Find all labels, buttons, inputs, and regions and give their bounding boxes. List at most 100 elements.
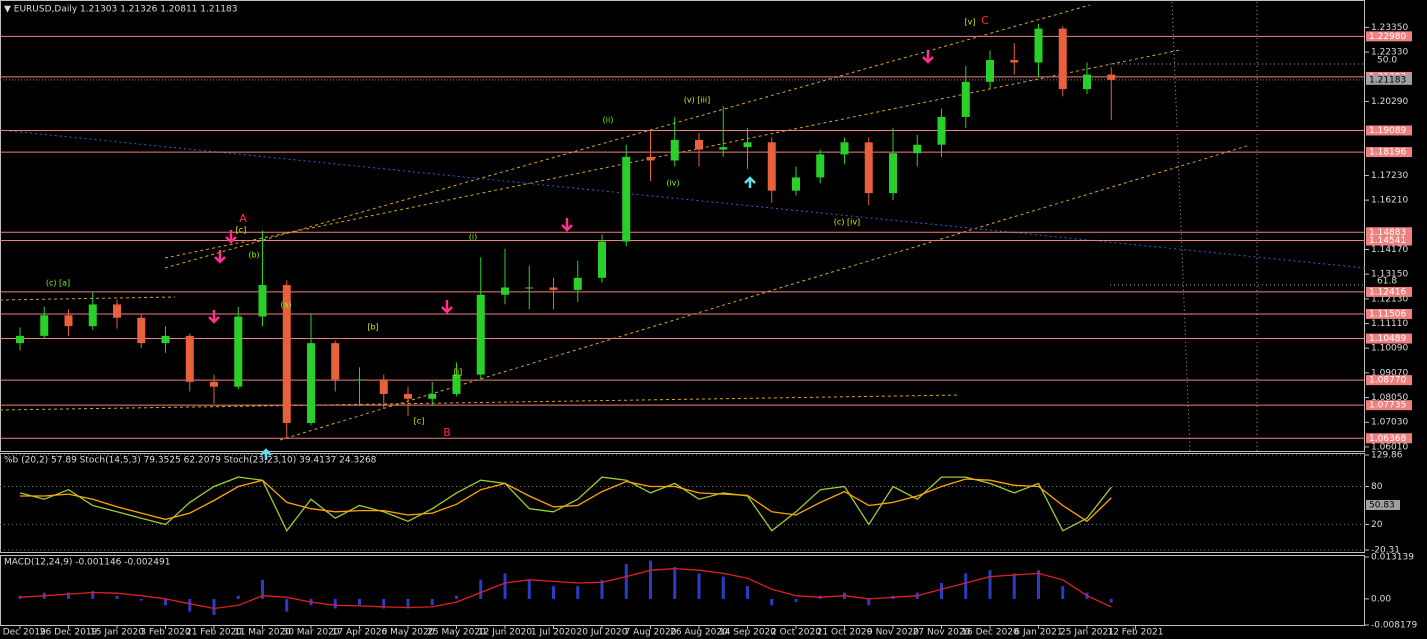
- signal-arrow: [260, 448, 272, 460]
- level-label: 1.19089: [1369, 126, 1406, 136]
- x-tick-label: 25 Jan 2021: [1060, 628, 1114, 638]
- signal-arrow: [225, 230, 237, 244]
- wave-label: (iv): [666, 179, 679, 188]
- candle-body: [889, 153, 897, 194]
- candle-body: [258, 285, 267, 317]
- level-label: 1.18196: [1369, 148, 1406, 158]
- y-tick-label: 1.10090: [1371, 344, 1408, 354]
- macd-bar: [552, 586, 555, 599]
- level-label: 1.12416: [1369, 287, 1406, 297]
- level-label: 1.14541: [1369, 236, 1406, 246]
- candle-body: [137, 317, 146, 344]
- macd-bar: [964, 573, 968, 599]
- y-tick-label: 1.20290: [1371, 97, 1408, 107]
- y-tick-label: 0.013139: [1371, 553, 1414, 563]
- stoch-title: %b (20,2) 57.89 Stoch(14,5,3) 79.3525 62…: [4, 456, 377, 466]
- candle-body: [307, 343, 315, 423]
- macd-bar: [455, 595, 458, 599]
- chart-title: ▼ EURUSD,Daily 1.21303 1.21326 1.20811 1…: [4, 5, 238, 15]
- y-tick-label: 80: [1371, 482, 1383, 492]
- candle-body: [937, 116, 946, 145]
- candle-body: [379, 379, 388, 394]
- level-box: [1366, 375, 1412, 386]
- level-label: 1.10489: [1369, 334, 1406, 344]
- candle-body: [64, 315, 73, 327]
- macd-signal: [19, 567, 1112, 610]
- x-tick-label: 2 Oct 2020: [771, 628, 821, 638]
- macd-panel-frame: [0, 555, 1365, 626]
- candle-body: [598, 241, 606, 278]
- wave-label: B: [443, 426, 451, 439]
- y-tick-label: 1.14170: [1371, 245, 1408, 255]
- wave-label: [c]: [236, 226, 247, 235]
- candle-body: [1010, 60, 1019, 63]
- level-label: 1.22980: [1369, 32, 1406, 42]
- macd-bar: [333, 598, 337, 609]
- macd-bar: [261, 579, 264, 599]
- fib-label: 50.0: [1377, 56, 1397, 66]
- level-box: [1366, 147, 1412, 158]
- macd-bar: [600, 579, 604, 599]
- x-tick-label: 11 Mar 2020: [234, 628, 291, 638]
- x-tick-label: 20 Jul 2020: [577, 628, 628, 638]
- candle-body: [282, 285, 291, 423]
- wave-label: (c) [a]: [46, 279, 70, 288]
- macd-bar: [576, 586, 580, 599]
- macd-bar: [285, 598, 289, 612]
- macd-bar: [794, 598, 798, 603]
- x-tick-label: 27 Nov 2020: [913, 628, 971, 638]
- candle-body: [695, 139, 703, 150]
- macd-bar: [382, 598, 386, 609]
- last-value-box: [1366, 499, 1400, 510]
- macd-bar: [624, 563, 628, 599]
- y-tick-label: 1.16210: [1371, 196, 1408, 206]
- candle-body: [573, 277, 582, 290]
- candle-body: [913, 144, 922, 154]
- y-tick-label: 1.23350: [1371, 23, 1408, 33]
- level-box: [1366, 308, 1412, 319]
- candle-body: [452, 374, 461, 394]
- x-tick-label: 30 Mar 2020: [282, 628, 339, 638]
- macd-bar: [527, 579, 531, 599]
- macd-bar: [406, 598, 410, 609]
- x-tick-label: 26 Dec 2019: [40, 628, 98, 638]
- y-tick-label: 1.11110: [1371, 319, 1408, 329]
- macd-bar: [115, 595, 119, 599]
- candle-body: [840, 142, 849, 155]
- x-tick-label: 17 Apr 2020: [332, 628, 388, 638]
- macd-bar: [236, 595, 240, 599]
- level-box: [1366, 286, 1412, 297]
- signal-arrow: [214, 250, 226, 264]
- macd-bar: [91, 590, 95, 599]
- y-tick-label: -20.31: [1371, 546, 1400, 556]
- macd-bar: [867, 598, 871, 606]
- level-label: 1.07735: [1369, 401, 1406, 411]
- wave-label: [i]: [454, 368, 462, 377]
- candle-body: [234, 316, 243, 387]
- macd-bar: [697, 573, 701, 599]
- candle-body: [161, 335, 170, 344]
- candle-body: [986, 60, 994, 82]
- macd-bar: [503, 573, 507, 599]
- fib-label: 61.8: [1377, 277, 1397, 287]
- level-box: [1366, 227, 1412, 238]
- signal-arrow: [744, 176, 756, 188]
- last-price-box: [1366, 74, 1412, 85]
- wave-label: [v]: [965, 18, 976, 27]
- x-tick-label: 14 Sep 2020: [719, 628, 776, 638]
- x-tick-label: 16 Dec 2020: [961, 628, 1019, 638]
- vertical-dotted: [1171, 1, 1191, 453]
- y-tick-label: 0.00: [1371, 594, 1391, 604]
- y-tick-label: 129.86: [1371, 451, 1403, 461]
- x-tick-label: 15 Jan 2020: [90, 628, 144, 638]
- candle-body: [646, 156, 655, 161]
- candle-body: [501, 287, 509, 295]
- candle-body: [16, 335, 24, 344]
- x-tick-label: 7 Aug 2020: [625, 628, 677, 638]
- candle-body: [1034, 28, 1043, 63]
- candle-body: [331, 343, 340, 380]
- candle-body: [1058, 28, 1067, 90]
- level-label: 1.11506: [1369, 309, 1406, 319]
- macd-bar: [479, 579, 483, 599]
